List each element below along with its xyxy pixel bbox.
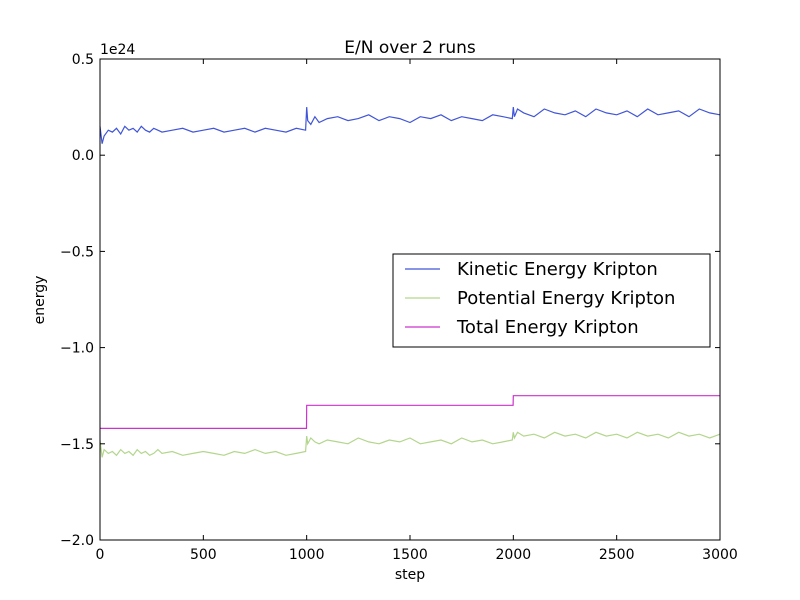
legend-label-2: Total Energy Kripton (456, 317, 639, 338)
ticks-layer: 0 500 1000 1500 2000 2500 3000 0.5 0.0 −0.5 −1.0 −1… (60, 52, 738, 563)
legend-label-1: Potential Energy Kripton (457, 288, 675, 309)
series-layer (99, 107, 721, 458)
series-line-2 (100, 395, 720, 429)
legend: Kinetic Energy Kripton Potential Energy K… (392, 253, 711, 348)
x-tick-label: 2500 (599, 547, 635, 563)
x-tick-label: 1500 (392, 547, 428, 563)
chart-title: E/N over 2 runs (344, 38, 476, 58)
x-tick-label: 3000 (702, 547, 738, 563)
x-tick-label: 0 (96, 547, 105, 563)
series-line-0 (99, 107, 721, 144)
y-tick-label: −1.0 (60, 341, 94, 357)
y-tick-label: −2.0 (60, 533, 94, 549)
legend-label-0: Kinetic Energy Kripton (457, 259, 658, 280)
y-tick-label: −0.5 (60, 244, 94, 260)
y-offset-label: 1e24 (100, 42, 135, 58)
x-tick-label: 1000 (289, 547, 325, 563)
x-tick-label: 2000 (496, 547, 532, 563)
y-tick-label: 0.0 (72, 148, 94, 164)
series-line-1 (99, 431, 721, 458)
x-tick-label: 500 (190, 547, 217, 563)
y-tick-label: 0.5 (72, 52, 94, 68)
y-axis-label: energy (32, 276, 48, 325)
y-tick-label: −1.5 (60, 437, 94, 453)
x-axis-label: step (395, 567, 425, 583)
legend-box (392, 253, 711, 348)
